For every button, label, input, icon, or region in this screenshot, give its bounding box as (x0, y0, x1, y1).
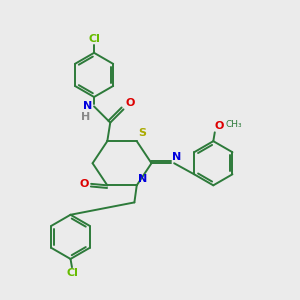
Text: O: O (80, 179, 89, 189)
Text: S: S (138, 128, 146, 138)
Text: Cl: Cl (66, 268, 78, 278)
Text: H: H (81, 112, 90, 122)
Text: N: N (138, 174, 148, 184)
Text: N: N (83, 101, 93, 111)
Text: N: N (172, 152, 182, 162)
Text: O: O (215, 121, 224, 131)
Text: Cl: Cl (88, 34, 100, 44)
Text: O: O (126, 98, 135, 108)
Text: CH₃: CH₃ (226, 121, 242, 130)
